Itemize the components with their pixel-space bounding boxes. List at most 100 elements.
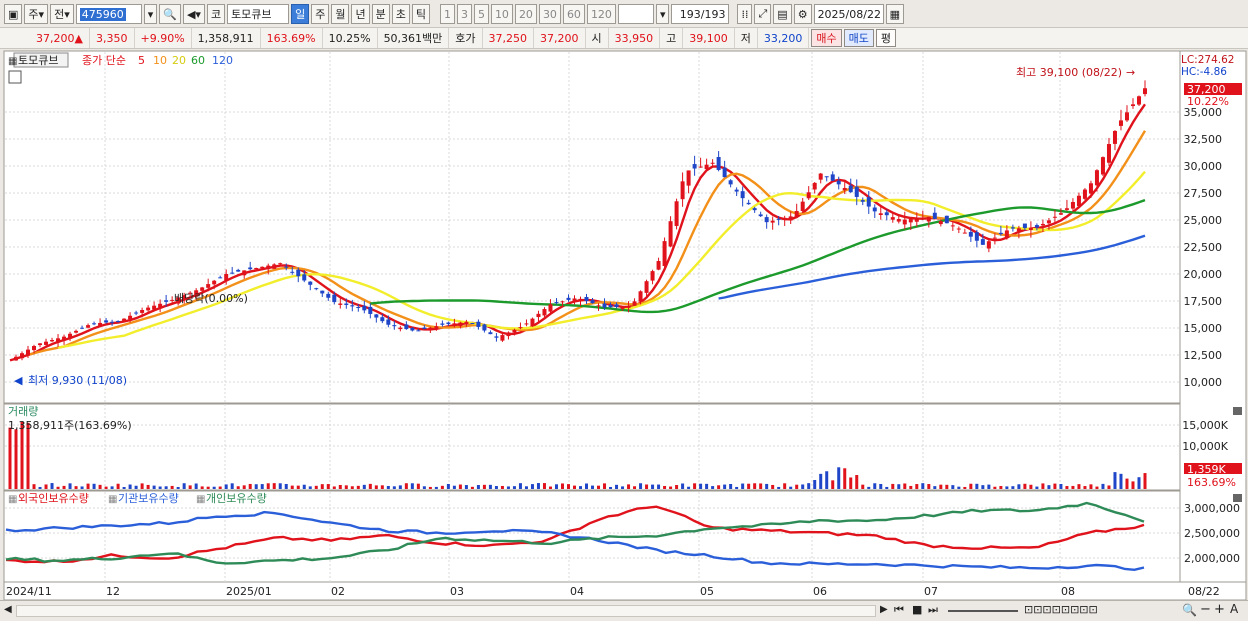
type-select[interactable]: 주 ▾ bbox=[24, 4, 49, 24]
price-panel[interactable] bbox=[3, 50, 1181, 404]
scroll-left-icon[interactable]: ◀ bbox=[4, 604, 12, 615]
volume-title: 거래량 bbox=[8, 405, 38, 418]
candle-body bbox=[182, 295, 187, 300]
period-second-button[interactable]: 초 bbox=[391, 4, 410, 24]
candle-body bbox=[806, 192, 811, 199]
sell-button[interactable]: 매도 bbox=[843, 29, 874, 47]
candle-body bbox=[866, 197, 871, 207]
candle-body bbox=[596, 305, 601, 307]
x-axis-strip bbox=[3, 581, 1247, 600]
gear-icon[interactable]: ⚙ bbox=[793, 4, 812, 24]
volume-bar bbox=[26, 422, 30, 489]
stock-name-tag[interactable] bbox=[13, 52, 69, 68]
ma-legend-prefix: 종가 단순 bbox=[82, 54, 126, 67]
horizontal-scrollbar[interactable] bbox=[16, 605, 876, 617]
stock-code-input[interactable]: 475960 bbox=[75, 4, 142, 24]
expand-icon[interactable]: ⤢ bbox=[754, 4, 772, 24]
candle-body bbox=[890, 217, 895, 220]
volume-bar bbox=[476, 485, 480, 489]
low-arrow-icon: ◀ bbox=[14, 374, 23, 387]
volume-bar bbox=[188, 485, 192, 489]
scroll-right-icon[interactable]: ▶ bbox=[880, 604, 888, 615]
eval-button[interactable]: 평 bbox=[875, 29, 897, 47]
zoom-out-icon[interactable]: − bbox=[1200, 602, 1211, 617]
zoom-in-icon[interactable]: + bbox=[1214, 602, 1225, 617]
candle-body bbox=[1112, 130, 1117, 144]
volume-bar bbox=[482, 484, 486, 489]
candle-body bbox=[200, 287, 205, 291]
period-year-button[interactable]: 년 bbox=[351, 4, 370, 24]
interval-120-button[interactable]: 120 bbox=[586, 4, 616, 24]
speaker-icon[interactable]: ◀▾ bbox=[182, 4, 205, 24]
candle-body bbox=[1028, 227, 1033, 230]
last-page-icon[interactable]: ⏭ bbox=[928, 603, 938, 616]
save-icon[interactable]: ▤ bbox=[773, 4, 792, 24]
panel-menu-icon[interactable]: ▦ bbox=[8, 56, 17, 67]
holdings-panel[interactable] bbox=[3, 490, 1181, 583]
candle-body bbox=[62, 336, 67, 341]
custom-interval-input[interactable] bbox=[617, 4, 654, 24]
period-day-button[interactable]: 일 bbox=[291, 4, 310, 24]
period-week-button[interactable]: 주 bbox=[311, 4, 330, 24]
interval-5-button[interactable]: 5 bbox=[473, 4, 489, 24]
stop-icon[interactable]: ■ bbox=[912, 603, 923, 616]
candle-body bbox=[1106, 144, 1111, 163]
candle-body bbox=[80, 327, 85, 329]
font-size-icon[interactable]: A bbox=[1230, 602, 1239, 616]
interval-10-button[interactable]: 10 bbox=[490, 4, 513, 24]
candle-body bbox=[446, 322, 451, 325]
high-label: 고 bbox=[660, 28, 684, 48]
ma-line-10 bbox=[27, 130, 1147, 357]
volume-bar bbox=[819, 473, 823, 489]
interval-1-button[interactable]: 1 bbox=[439, 4, 455, 24]
candle-body bbox=[992, 237, 997, 239]
buy-button[interactable]: 매수 bbox=[811, 29, 842, 47]
holdings-panel-close-icon[interactable] bbox=[1233, 494, 1242, 502]
volume-bar bbox=[518, 483, 522, 489]
candle-body bbox=[344, 303, 349, 305]
code-dropdown-icon[interactable]: ▾ bbox=[143, 4, 158, 24]
grid-icon[interactable]: ⁞⁞ bbox=[737, 4, 753, 24]
interval-20-button[interactable]: 20 bbox=[514, 4, 537, 24]
period-minute-button[interactable]: 분 bbox=[371, 4, 390, 24]
volume-bar bbox=[416, 483, 420, 489]
interval-dropdown-icon[interactable]: ▾ bbox=[655, 4, 670, 24]
candle-body bbox=[176, 297, 181, 304]
volume-bar bbox=[374, 485, 378, 489]
prev-select[interactable]: 전 ▾ bbox=[50, 4, 74, 24]
holdings-line bbox=[5, 510, 1145, 572]
candle-body bbox=[524, 323, 529, 325]
interval-3-button[interactable]: 3 bbox=[456, 4, 472, 24]
volume-bar bbox=[554, 484, 558, 489]
volume-bar bbox=[1017, 484, 1021, 489]
tool-icons[interactable]: ⊡⊡⊡⊡⊡⊡⊡⊡ bbox=[1024, 603, 1098, 616]
zoom-slider[interactable] bbox=[948, 610, 1018, 612]
layout-icon[interactable]: ▣ bbox=[4, 4, 23, 24]
volume-bar bbox=[338, 484, 342, 489]
volume-panel-close-icon[interactable] bbox=[1233, 407, 1242, 415]
candle-body bbox=[1082, 189, 1087, 199]
volume-bar bbox=[747, 483, 751, 489]
period-month-button[interactable]: 월 bbox=[331, 4, 350, 24]
period-tick-button[interactable]: 틱 bbox=[411, 4, 430, 24]
search-icon[interactable]: 🔍 bbox=[159, 4, 181, 24]
calendar-icon[interactable]: ▦ bbox=[885, 4, 904, 24]
calculator-icon[interactable] bbox=[8, 70, 22, 84]
candle-body bbox=[722, 167, 727, 178]
candle-body bbox=[1143, 88, 1147, 95]
interval-30-button[interactable]: 30 bbox=[538, 4, 561, 24]
open-label: 시 bbox=[586, 28, 609, 48]
zoom-search-icon[interactable]: 🔍 bbox=[1182, 603, 1197, 617]
candle-body bbox=[374, 314, 379, 318]
candle-body bbox=[188, 292, 193, 294]
candle-body bbox=[248, 267, 253, 270]
first-page-icon[interactable]: ⏮ bbox=[894, 603, 904, 616]
candle-body bbox=[284, 266, 289, 268]
volume-bar bbox=[350, 486, 354, 489]
volume-bar bbox=[1137, 477, 1141, 489]
date-input[interactable]: 2025/08/22 bbox=[813, 4, 884, 24]
volume-bar bbox=[422, 486, 426, 489]
volume-panel[interactable] bbox=[3, 403, 1181, 491]
interval-60-button[interactable]: 60 bbox=[562, 4, 585, 24]
volume-bar bbox=[1029, 484, 1033, 489]
